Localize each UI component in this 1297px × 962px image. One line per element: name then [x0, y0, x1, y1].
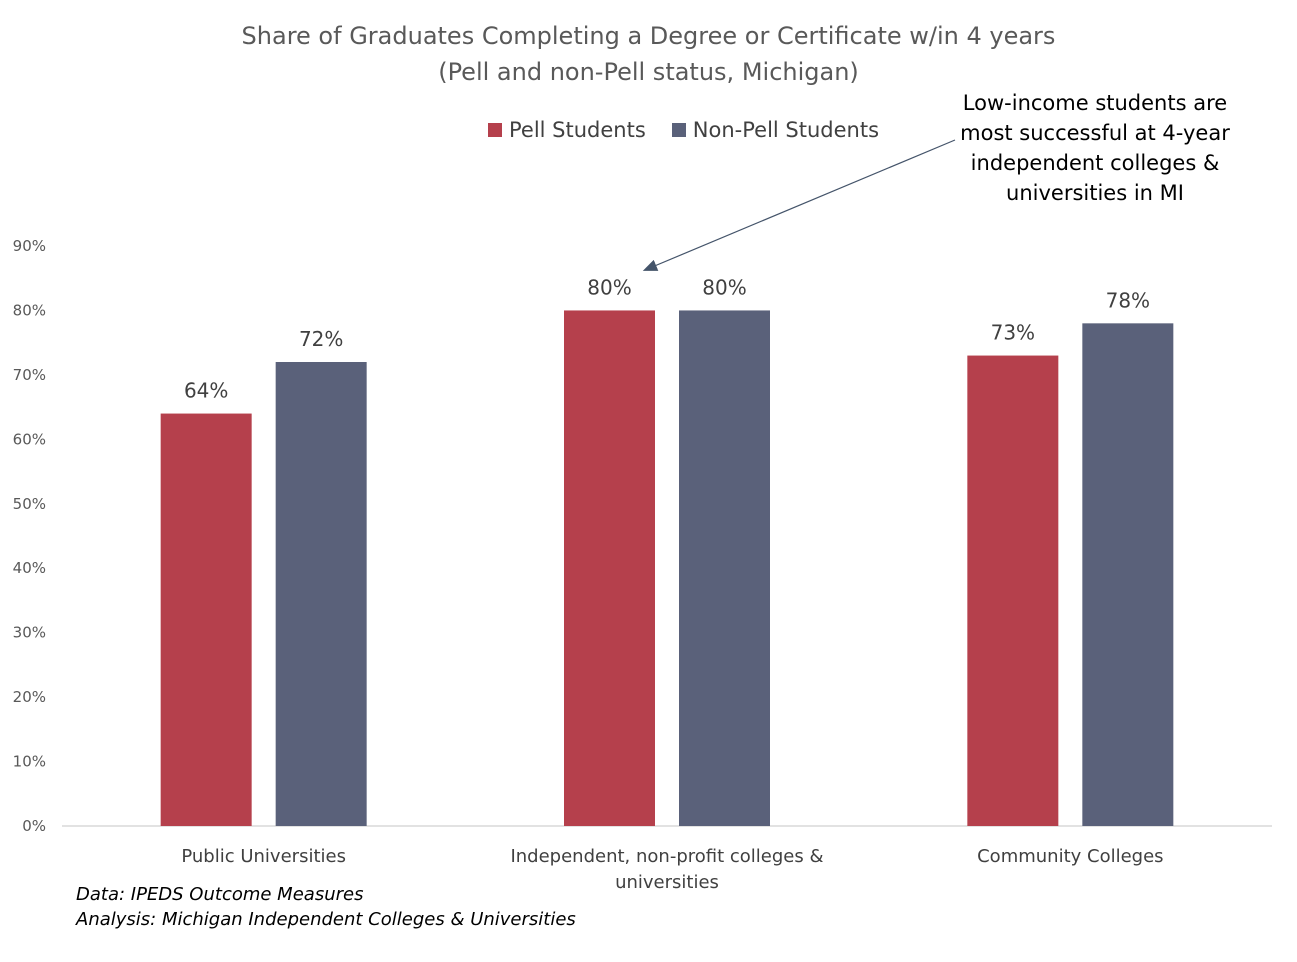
y-tick-label: 20% [13, 688, 46, 706]
category-label: Public Universities [181, 846, 346, 867]
y-tick-label: 10% [13, 753, 46, 771]
legend-label-non-pell: Non-Pell Students [692, 118, 880, 142]
y-tick-label: 50% [13, 495, 46, 513]
bar-non-pell [679, 310, 770, 826]
y-tick-label: 70% [13, 366, 46, 384]
legend-swatch-pell [488, 123, 502, 137]
source-data: Data: IPEDS Outcome Measures [76, 884, 364, 905]
data-label: 80% [702, 275, 746, 299]
bar-non-pell [1082, 323, 1174, 826]
annotation-arrow [642, 139, 956, 271]
y-tick-label: 40% [13, 559, 46, 577]
data-label: 73% [991, 321, 1035, 345]
legend: Pell Students Non-Pell Students [488, 118, 905, 142]
data-label: 78% [1106, 288, 1150, 312]
chart-title: Share of Graduates Completing a Degree o… [241, 22, 1056, 50]
annotation-text: Low-income students are most successful … [960, 91, 1230, 205]
y-tick-label: 60% [13, 430, 46, 448]
data-label: 72% [299, 327, 343, 351]
legend-swatch-non-pell [671, 123, 686, 137]
y-tick-label: 90% [13, 237, 46, 255]
bar-pell [160, 413, 252, 826]
y-tick-label: 0% [22, 817, 46, 835]
y-tick-label: 80% [13, 301, 46, 319]
data-label: 64% [184, 379, 228, 403]
bar-pell [967, 355, 1059, 826]
legend-item-non-pell: Non-Pell Students [671, 118, 880, 142]
bar-pell [564, 310, 655, 826]
category-label: Community Colleges [977, 846, 1163, 867]
bar-non-pell [275, 362, 367, 826]
y-tick-label: 30% [13, 624, 46, 642]
data-label: 80% [587, 275, 631, 299]
chart-subtitle: (Pell and non-Pell status, Michigan) [438, 58, 859, 86]
category-label: Independent, non-profit colleges & univer… [510, 846, 823, 893]
source-analysis: Analysis: Michigan Independent Colleges … [76, 909, 576, 930]
legend-label-pell: Pell Students [509, 118, 646, 142]
legend-item-pell: Pell Students [488, 118, 646, 142]
